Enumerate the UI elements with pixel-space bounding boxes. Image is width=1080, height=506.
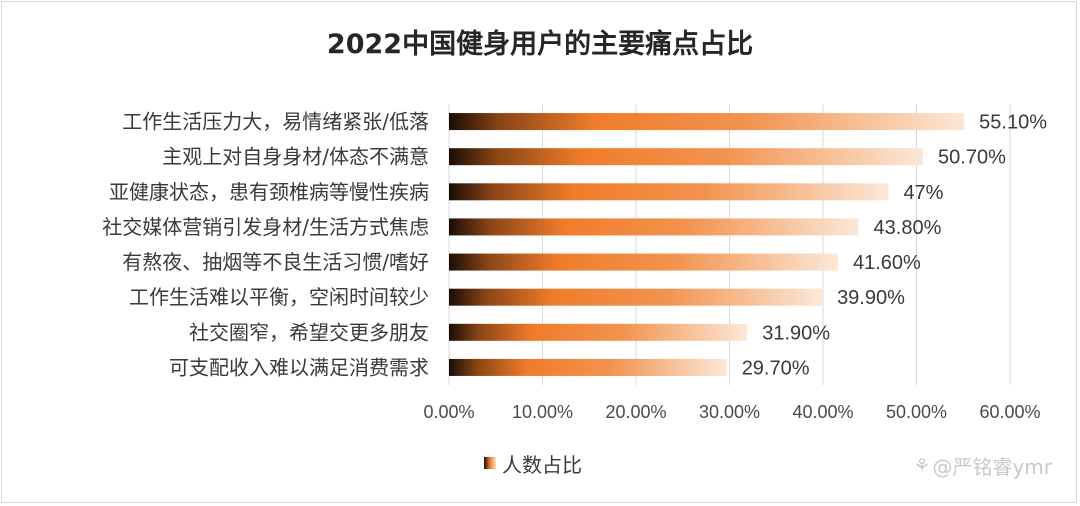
bar	[449, 218, 859, 236]
data-label: 29.70%	[742, 357, 810, 379]
x-tick-label: 40.00%	[792, 402, 853, 422]
bar	[449, 113, 965, 131]
legend-label: 人数占比	[502, 452, 582, 477]
x-tick-label: 10.00%	[512, 402, 573, 422]
bar	[449, 148, 924, 166]
category-label: 社交媒体营销引发身材/生活方式焦虑	[102, 215, 429, 239]
x-tick-label: 20.00%	[605, 402, 666, 422]
category-label: 工作生活难以平衡，空闲时间较少	[129, 285, 429, 309]
category-label: 可支配收入难以满足消费需求	[169, 355, 429, 379]
data-label: 55.10%	[979, 112, 1047, 134]
category-label: 有熬夜、抽烟等不良生活习惯/嗜好	[122, 250, 429, 274]
zhihu-logo-icon: ⚘	[913, 454, 931, 477]
chart-title: 2022中国健身用户的主要痛点占比	[326, 29, 754, 60]
legend: 人数占比	[484, 448, 582, 478]
category-label: 主观上对自身身材/体态不满意	[162, 145, 429, 169]
x-tick-label: 30.00%	[699, 402, 760, 422]
category-label: 亚健康状态，患有颈椎病等慢性疾病	[109, 180, 429, 204]
watermark-text: @严铭睿ymr	[932, 455, 1052, 479]
bar	[449, 358, 727, 376]
bar	[449, 253, 838, 271]
x-tick-label: 60.00%	[979, 402, 1040, 422]
data-label: 50.70%	[938, 147, 1006, 169]
x-tick-label: 50.00%	[886, 402, 947, 422]
category-label: 社交圈窄，希望交更多朋友	[189, 320, 429, 344]
data-label: 43.80%	[874, 217, 942, 239]
bar	[449, 183, 889, 201]
bar	[449, 288, 823, 306]
data-label: 41.60%	[853, 252, 921, 274]
data-label: 47%	[903, 182, 943, 204]
bar	[449, 323, 748, 341]
category-label: 工作生活压力大，易情绪紧张/低落	[122, 110, 429, 134]
legend-swatch	[484, 457, 496, 469]
watermark: ⚘ @严铭睿ymr	[913, 451, 1052, 480]
data-label: 39.90%	[837, 287, 905, 309]
data-label: 31.90%	[762, 322, 830, 344]
x-tick-label: 0.00%	[423, 402, 474, 422]
